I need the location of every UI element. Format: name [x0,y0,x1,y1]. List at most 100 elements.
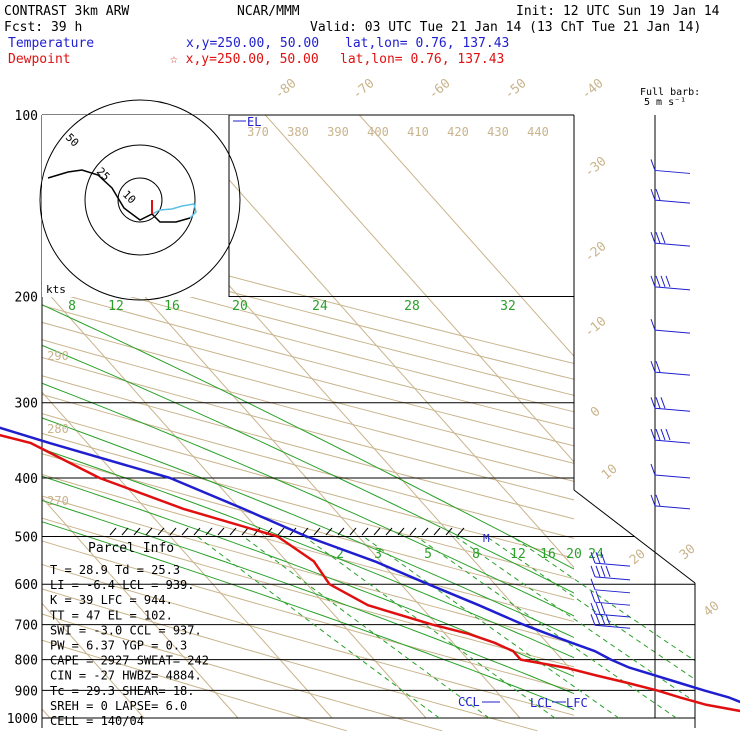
theta-left-label: 280 [47,422,69,436]
theta-label: 400 [367,125,389,139]
isotherm-label: 30 [677,542,699,564]
isotherm-line [264,115,574,463]
barb-shaft [594,601,631,606]
isotherm-label: -30 [582,154,610,181]
ccl-label: CCL [458,695,480,709]
hatch-mark [229,527,237,536]
parcel-info-row: CAPE = 2927 SWEAT= 242 [50,654,209,668]
mixing-ratio-label-upper: 20 [232,299,248,314]
barb-shaft [594,624,631,629]
barb-shaft [594,589,631,594]
theta-label: 420 [447,125,469,139]
hatch-mark [157,527,165,536]
temperature-legend-label: Temperature [8,36,94,51]
wind-barb [650,159,691,174]
barb-shaft [654,286,691,291]
barb-feather [660,231,666,244]
barb-legend-units: 5 m s⁻¹ [644,97,686,108]
dry-adiabat-line [42,540,574,692]
theta-label: 370 [247,125,269,139]
dry-adiabat-line [42,339,574,482]
hatch-mark [409,527,417,536]
pressure-label: 500 [15,530,38,545]
pressure-label: 100 [15,109,38,124]
hodograph-ring [84,144,196,256]
sounding-profiles: EL M CCL LCL LFC [0,115,740,713]
dry-adiabat-line [42,321,574,464]
barb-feather [595,591,601,603]
hodograph-ring [39,99,241,301]
dry-adiabat-line [42,495,574,645]
lower-grid [196,536,695,719]
theta-label: 390 [327,125,349,139]
hodograph-trace-low [151,200,197,219]
mixing-ratio-label-upper: 8 [68,299,76,314]
pressure-label: 600 [15,578,38,593]
hatch-mark [145,527,153,536]
barb-feather [655,428,661,441]
parcel-info-row: TT = 47 EL = 102. [50,608,173,622]
pressure-label: 700 [15,619,38,634]
barb-shaft [654,505,691,510]
wind-barb [590,591,631,606]
barb-feather [655,360,661,373]
wind-barb [650,231,691,247]
wind-barb [650,318,691,334]
parcel-info-row: SWI = -3.0 CCL = 937. [50,623,202,637]
dry-adiabat-line [42,639,347,732]
isotherm-line [170,115,574,569]
mixing-ratio-label-lower: 8 [472,547,480,562]
dewpoint-legend-label: Dewpoint [8,52,71,67]
barb-feather [665,428,671,441]
mixing-ratio-label-upper: 16 [164,299,180,314]
barb-shaft [654,329,691,334]
barb-shaft [654,371,691,376]
hatch-mark [373,527,381,536]
barb-feather [650,428,656,441]
hatch-mark [217,527,225,536]
wind-barb [650,463,691,479]
hatch-mark [133,527,141,536]
dewpoint-latlon: lat,lon= 0.76, 137.43 [340,52,504,67]
pressure-label: 900 [15,684,38,699]
barb-feather [650,188,656,201]
barb-feather [660,275,666,288]
barb-feather [650,463,656,476]
theta-label: 410 [407,125,429,139]
dry-adiabat-line [42,564,574,716]
barb-feather [655,275,661,288]
barb-feather [650,159,656,171]
wind-barb [650,275,691,291]
barb-feather [590,614,596,626]
barb-shaft [654,439,691,444]
theta-left-label: 270 [47,494,69,508]
barb-shaft [654,474,691,479]
parcel-info-row: PW = 6.37 YGP = 0.3 [50,639,187,653]
barb-shaft [654,242,691,247]
hodograph-units: kts [46,283,66,296]
theta-label: 380 [287,125,309,139]
barb-feather [600,551,606,564]
isotherm-line [358,115,574,357]
mixing-ratio-label-upper: 12 [108,299,124,314]
mixing-ratio-label-upper: 28 [404,299,420,314]
temperature-profile [0,426,740,704]
hatch-mark [325,527,333,536]
barb-shaft [654,407,691,412]
barb-feather [605,565,611,577]
parcel-info-row: K = 39 LFC = 944. [50,593,173,607]
barb-feather [605,614,611,626]
mixing-ratio-label-lower: 16 [540,547,556,562]
barb-feather [650,360,656,373]
mixing-ratio-line [416,536,677,719]
dry-adiabat-line [42,304,574,447]
barb-shaft [654,199,691,204]
isotherm-line [42,497,239,719]
mixing-ratio-label-lower: 20 [566,547,582,562]
barb-feather [600,565,606,577]
hatch-mark [349,527,357,536]
pressure-label: 300 [15,397,38,412]
wind-barbs [590,159,691,629]
pressure-label: 1000 [7,712,38,727]
